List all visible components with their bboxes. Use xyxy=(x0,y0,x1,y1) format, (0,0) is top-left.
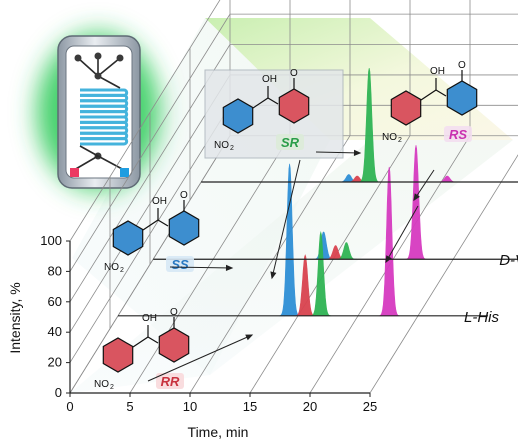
bond xyxy=(142,219,159,231)
floor-grid-line xyxy=(249,135,411,394)
peak-ss xyxy=(278,163,301,317)
coil-loop xyxy=(80,137,129,146)
lane-label: L-His xyxy=(464,309,500,326)
hydroxyl-label: OH xyxy=(152,196,167,207)
isomer-label-bg xyxy=(444,126,472,142)
nitro-subscript: 2 xyxy=(398,137,402,144)
peak-rs xyxy=(378,166,400,317)
x-tick-label: 10 xyxy=(183,399,197,414)
y-tick-label: 100 xyxy=(40,233,62,248)
microfluidic-chip-illustration xyxy=(26,20,170,204)
arrow-head xyxy=(245,334,254,341)
y-tick-label: 80 xyxy=(48,263,62,278)
y-tick-labels: 0 20 40 60 80 100 xyxy=(40,233,70,400)
isomer-arrows xyxy=(147,149,435,382)
x-tick-label: 15 xyxy=(243,399,257,414)
cyclohexanone-ring xyxy=(278,88,310,124)
x-axis-title: Time, min xyxy=(188,424,249,440)
bond xyxy=(252,97,269,109)
isomer-structure: OH O NO 2 SS xyxy=(104,190,200,274)
lane-label: D-Val xyxy=(499,252,518,269)
chip-bottom-branch xyxy=(73,145,125,171)
y-tick-label: 60 xyxy=(48,294,62,309)
floor-grid-line xyxy=(129,135,291,394)
x-tick-labels: 0 5 10 15 20 25 xyxy=(66,393,377,414)
arrow-shaft xyxy=(315,151,361,154)
isomer-label-bg xyxy=(276,134,304,150)
isomer-label: RS xyxy=(449,127,467,142)
lane-label-line: L-His xyxy=(464,309,500,326)
nitro-label: NO xyxy=(214,140,229,151)
bond xyxy=(435,89,447,97)
nitro-label: NO xyxy=(94,379,109,390)
arrow-shaft xyxy=(385,205,419,263)
y-axis-title: Intensity, % xyxy=(7,282,23,353)
cyclohexanone-ring xyxy=(168,210,200,246)
bond xyxy=(157,219,169,227)
x-tick-label: 0 xyxy=(66,399,73,414)
nitro-subscript: 2 xyxy=(230,145,234,152)
arrow-head xyxy=(385,255,392,264)
y-tick-label: 20 xyxy=(48,355,62,370)
isomer-structure: OH O NO 2 RR xyxy=(94,307,190,391)
isomer-label: SR xyxy=(281,135,300,150)
isomer-structure: OH O NO 2 SR xyxy=(214,68,310,152)
arrow-head xyxy=(270,271,277,280)
carbonyl-label: O xyxy=(290,68,298,79)
arrow-shaft xyxy=(147,334,253,382)
peak-sr xyxy=(358,67,380,183)
isomer-structure: OH O NO 2 RS xyxy=(382,60,478,144)
x-tick-label: 20 xyxy=(303,399,317,414)
isomer-label-bg xyxy=(156,373,184,389)
cyclohexanone-ring xyxy=(446,80,478,116)
lane-label-line: D-Val xyxy=(499,252,518,269)
arrow-head xyxy=(353,149,362,156)
x-tick-label: 5 xyxy=(126,399,133,414)
x-tick-label: 25 xyxy=(363,399,377,414)
isomer-label: SS xyxy=(171,257,189,272)
arrow-shaft xyxy=(169,266,233,269)
hydroxyl-label: OH xyxy=(142,313,157,324)
arrow-head xyxy=(225,264,234,271)
y-tick-label: 40 xyxy=(48,324,62,339)
hydroxyl-label: OH xyxy=(430,66,445,77)
arrow-head xyxy=(413,193,420,202)
bond xyxy=(132,336,149,348)
carbonyl-label: O xyxy=(170,307,178,318)
y-tick-label: 0 xyxy=(55,385,62,400)
bond xyxy=(267,97,279,105)
peak-rs xyxy=(405,145,427,260)
hydroxyl-label: OH xyxy=(262,74,277,85)
chart-axes xyxy=(69,181,518,394)
peak-sr xyxy=(310,231,332,317)
bond xyxy=(420,89,437,101)
cyclohexanone-ring xyxy=(158,327,190,363)
floor-grid-line xyxy=(369,154,518,394)
nitro-label: NO xyxy=(382,132,397,143)
isomer-label: RR xyxy=(161,374,180,389)
carbonyl-label: O xyxy=(458,60,466,71)
nitro-subscript: 2 xyxy=(110,384,114,391)
nitro-label: NO xyxy=(104,262,119,273)
chip-serpentine-coil xyxy=(80,88,129,146)
carbonyl-label: O xyxy=(180,190,188,201)
back-panel xyxy=(205,18,513,140)
nitro-subscript: 2 xyxy=(120,267,124,274)
chip-outlet-red xyxy=(70,168,79,177)
arrow-shaft xyxy=(271,159,301,279)
chip-outlet-blue xyxy=(120,168,129,177)
bond xyxy=(147,336,159,344)
isomer-label-bg xyxy=(166,256,194,272)
